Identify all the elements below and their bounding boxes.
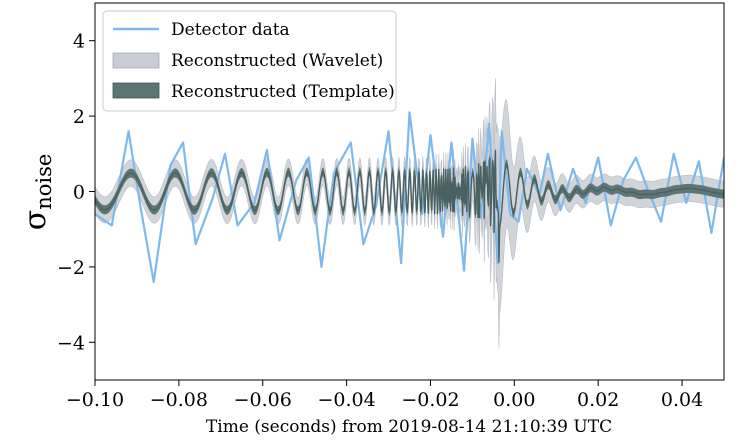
y-tick-label: 2 (73, 106, 85, 128)
y-tick-label: −2 (57, 257, 85, 279)
x-tick-label: 0.02 (577, 389, 619, 411)
y-axis-label-subscript: noise (32, 154, 56, 210)
x-tick-label: 0.00 (493, 389, 535, 411)
x-tick-label: −0.08 (150, 389, 208, 411)
y-tick-label: 4 (73, 31, 85, 53)
legend-label-wavelet: Reconstructed (Wavelet) (171, 51, 383, 71)
legend-swatch-wavelet (112, 52, 160, 69)
x-tick-label: −0.10 (66, 389, 124, 411)
y-tick-label: −4 (57, 332, 85, 354)
y-axis: −4 −2 0 2 4 (57, 31, 95, 354)
x-tick-label: −0.06 (234, 389, 292, 411)
template-line (95, 150, 724, 263)
x-tick-label: −0.02 (401, 389, 459, 411)
legend-swatch-template (112, 82, 160, 99)
x-tick-label: −0.04 (317, 389, 375, 411)
y-tick-label: 0 (73, 182, 85, 204)
legend-label-detector: Detector data (171, 20, 290, 40)
series-layer (95, 78, 724, 349)
x-axis: −0.10 −0.08 −0.06 −0.04 −0.02 0.00 0.02 0.04 (66, 380, 703, 411)
x-tick-label: 0.04 (661, 389, 703, 411)
y-axis-label: σnoise (18, 154, 56, 231)
legend-box (102, 10, 397, 112)
legend-label-template: Reconstructed (Template) (171, 82, 395, 102)
y-axis-label-symbol: σ (18, 210, 53, 230)
x-axis-label: Time (seconds) from 2019-08-14 21:10:39 … (206, 417, 612, 437)
legend: Detector data Reconstructed (Wavelet) Re… (102, 10, 397, 112)
